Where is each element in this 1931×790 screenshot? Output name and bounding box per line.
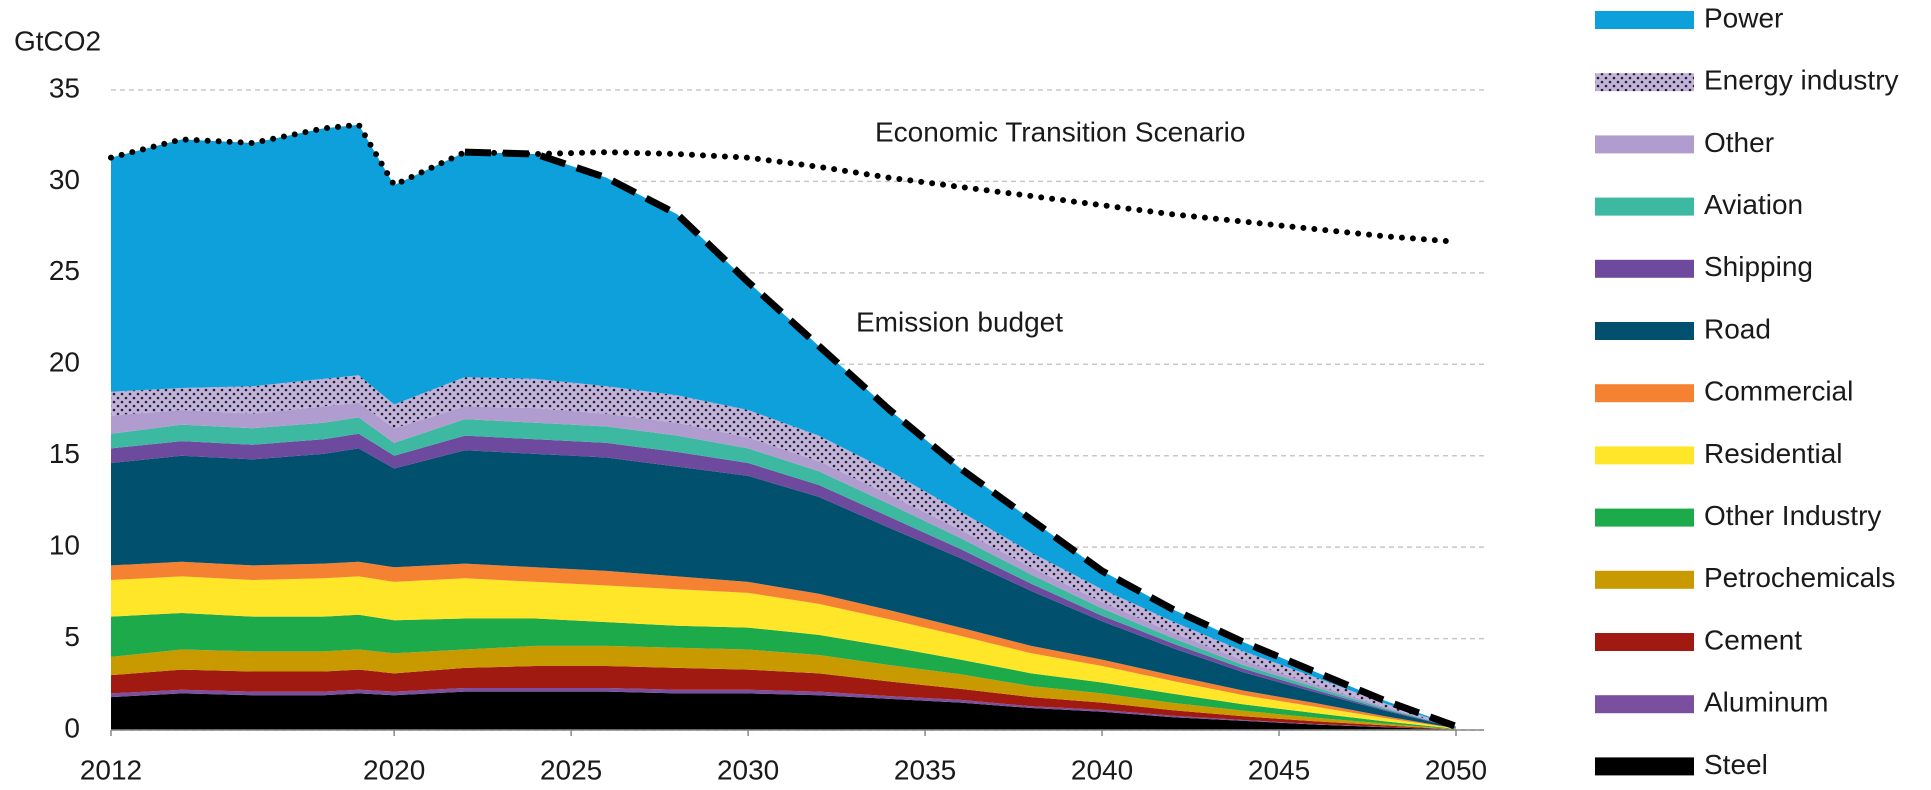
y-tick-label: 5 (64, 621, 80, 652)
y-tick-label: 30 (49, 164, 80, 195)
scenario-line (108, 121, 1459, 245)
legend-label: Cement (1704, 624, 1802, 655)
legend-label: Petrochemicals (1704, 562, 1895, 593)
legend-label: Aluminum (1704, 687, 1828, 718)
legend-label: Road (1704, 313, 1771, 344)
legend-swatch (1595, 384, 1694, 403)
legend-swatch (1595, 259, 1694, 278)
legend-swatch (1595, 508, 1694, 527)
x-tick-label: 2050 (1425, 754, 1487, 785)
legend-swatch (1595, 73, 1694, 92)
x-tick-label: 2025 (540, 754, 602, 785)
scenario-line (464, 148, 1458, 730)
area (111, 375, 1456, 728)
legend-swatch (1595, 633, 1694, 651)
area (111, 448, 1456, 729)
legend-swatch (1595, 570, 1694, 589)
area (111, 561, 1456, 729)
legend-swatch (1595, 695, 1694, 714)
legend-label: Steel (1704, 749, 1768, 780)
area (111, 576, 1456, 729)
legend-swatch (1595, 322, 1694, 340)
legend-swatch (1595, 11, 1694, 29)
x-tick-label: 2035 (894, 754, 956, 785)
x-tick-label: 2040 (1071, 754, 1133, 785)
legend-label: Other (1704, 127, 1774, 158)
x-tick-label: 2020 (363, 754, 425, 785)
x-tick-label: 2030 (717, 754, 779, 785)
legend-label: Shipping (1704, 251, 1813, 282)
area (111, 645, 1456, 730)
legend-label: Commercial (1704, 376, 1853, 407)
x-tick-label: 2045 (1248, 754, 1310, 785)
legend-swatch (1595, 757, 1694, 776)
y-axis-label: GtCO2 (14, 25, 101, 56)
y-tick-label: 0 (64, 712, 80, 743)
legend-label: Residential (1704, 438, 1843, 469)
y-tick-label: 10 (49, 530, 80, 561)
area (111, 124, 1456, 727)
annotation: Emission budget (856, 306, 1063, 337)
legend-swatch (1595, 446, 1694, 465)
legend-swatch (1595, 135, 1694, 154)
legend-label: Energy industry (1704, 65, 1899, 96)
x-tick-label: 2012 (80, 754, 142, 785)
y-tick-label: 25 (49, 255, 80, 286)
y-tick-label: 35 (49, 72, 80, 103)
y-tick-label: 20 (49, 347, 80, 378)
area (111, 687, 1456, 730)
legend-swatch (1595, 197, 1694, 216)
legend-label: Aviation (1704, 189, 1803, 220)
y-tick-label: 15 (49, 438, 80, 469)
legend-label: Other Industry (1704, 500, 1881, 531)
legend-label: Power (1704, 2, 1783, 33)
area (111, 666, 1456, 730)
annotation: Economic Transition Scenario (875, 116, 1245, 147)
area (111, 612, 1456, 730)
area (111, 691, 1456, 730)
